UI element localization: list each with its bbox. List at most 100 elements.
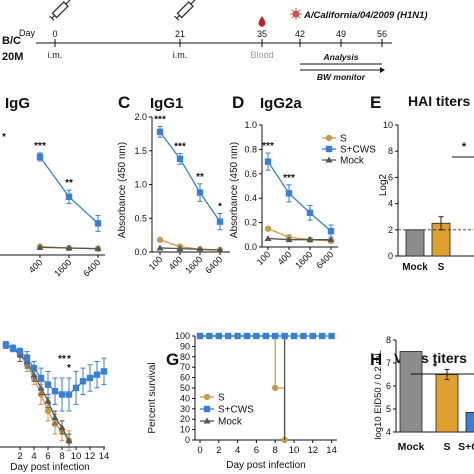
series-line-s-cws (267, 161, 332, 232)
survival-line-s (200, 335, 286, 440)
data-point (285, 236, 293, 243)
data-point (58, 391, 66, 398)
panel-letter-c: C (118, 93, 130, 112)
significance-label: *** (174, 141, 186, 152)
x-tick-label: 2 (216, 445, 221, 456)
analysis-label: Analysis (323, 52, 359, 62)
annotations-igg: ****** (2, 132, 73, 189)
x-tick-label: 100 (255, 249, 273, 267)
data-point (319, 332, 326, 340)
y-tick-label: 0.0 (134, 247, 147, 257)
data-point (327, 227, 335, 235)
y-tick-label: 70 (180, 362, 190, 372)
y-tick-label: 0.2 (244, 218, 257, 228)
annotations-bw: **** (58, 354, 71, 374)
y-tick-label: 0.4 (244, 193, 257, 203)
data-point (36, 243, 44, 250)
data-point (327, 236, 335, 243)
y-axis-label-hai: Log2 (378, 173, 389, 196)
y-tick-label: 10 (383, 120, 393, 130)
data-point (253, 332, 260, 340)
y-tick-label: 0 (185, 435, 190, 445)
bar (435, 374, 459, 433)
x-tick-label: 14 (326, 445, 337, 456)
x-tick-label: S (438, 262, 445, 273)
data-point (65, 437, 73, 444)
data-point (86, 374, 94, 382)
data-point (306, 209, 314, 217)
y-tick-label: 1.0 (134, 180, 147, 190)
x-tick-label: 400 (27, 257, 45, 275)
x-tick-label: Mock (398, 441, 425, 453)
data-point (156, 236, 164, 244)
x-tick-label: 12 (85, 451, 96, 462)
bar (399, 351, 423, 433)
x-tick-label: 4 (235, 445, 240, 456)
series-line-mock (5, 344, 70, 442)
data-point (225, 332, 232, 340)
panel-title-hai: HAI titers (408, 93, 470, 109)
timeline-day-0: 0 (52, 29, 57, 39)
timeline-day-42: 42 (295, 29, 305, 39)
timeline-day-35: 35 (257, 29, 267, 39)
series-line-s-cws (159, 131, 221, 222)
data-point (176, 155, 184, 163)
x-tick-label: S+CWS (458, 441, 474, 453)
data-point (290, 332, 298, 340)
data-point (72, 384, 80, 392)
y-tick-label: 7 (386, 358, 391, 368)
x-tick-label: 4 (31, 451, 36, 462)
data-point (203, 405, 211, 413)
marks-igg2a (264, 152, 335, 245)
significance-label: * (67, 354, 71, 365)
y-tick-label: 80 (180, 352, 190, 362)
x-tick-label: 12 (308, 445, 319, 456)
timeline: B/C 20M Day 0 21 35 42 49 56 i.m. i.m. B… (2, 0, 428, 82)
y-tick-label: 8 (386, 335, 391, 345)
data-point (51, 388, 59, 395)
legend-label: S (340, 134, 347, 145)
y-tick-label: 2 (388, 225, 393, 235)
virus-icon (290, 8, 302, 20)
x-axis-label-bw: Day post infection (10, 462, 90, 473)
timeline-tick-group (54, 39, 383, 47)
y-tick-label: 20 (180, 414, 190, 424)
data-point (23, 355, 31, 362)
data-point (196, 189, 204, 196)
x-tick-label: 10 (289, 445, 300, 456)
x-tick-label: 6400 (81, 257, 102, 278)
y-tick-label: 1.0 (244, 120, 257, 130)
data-point (206, 332, 213, 340)
annotations-igg1: ********* (154, 114, 222, 212)
data-point (328, 332, 335, 340)
data-point (100, 368, 108, 375)
panel-title-igg2a: IgG2a (260, 95, 302, 112)
x-tick-label: 6400 (203, 254, 224, 275)
group-label-bottom: 20M (2, 51, 23, 63)
x-tick-label: 1600 (183, 254, 204, 275)
y-tick-label: 50 (180, 383, 190, 393)
route-label-2: i.m. (173, 50, 188, 60)
x-tick-label: 6 (45, 451, 50, 462)
data-point (65, 391, 73, 398)
x-tick-label: 1600 (293, 249, 314, 270)
y-tick-label: 8 (388, 146, 393, 156)
marks-bw (2, 341, 108, 452)
timeline-day-label: Day (19, 28, 36, 38)
legend-label: S (218, 393, 225, 404)
panel-igg1: C IgG1 Absorbance (450 nm) 0.0 0.5 1.0 1.5 2… (117, 93, 230, 276)
data-point (9, 345, 17, 352)
data-point (176, 245, 184, 252)
timeline-day-21: 21 (175, 29, 185, 39)
x-tick-label: 400 (276, 249, 294, 267)
data-point (44, 407, 52, 415)
y-tick-label: 6 (386, 381, 391, 391)
significance-label: * (67, 363, 71, 374)
x-tick-label: 8 (273, 445, 278, 456)
marks-hai: * (398, 141, 474, 257)
panel-igg2a: D IgG2a Absorbance (450 nm) 0.0 0.2 0.4 0.6… (229, 93, 376, 271)
marks-igg (36, 152, 102, 252)
